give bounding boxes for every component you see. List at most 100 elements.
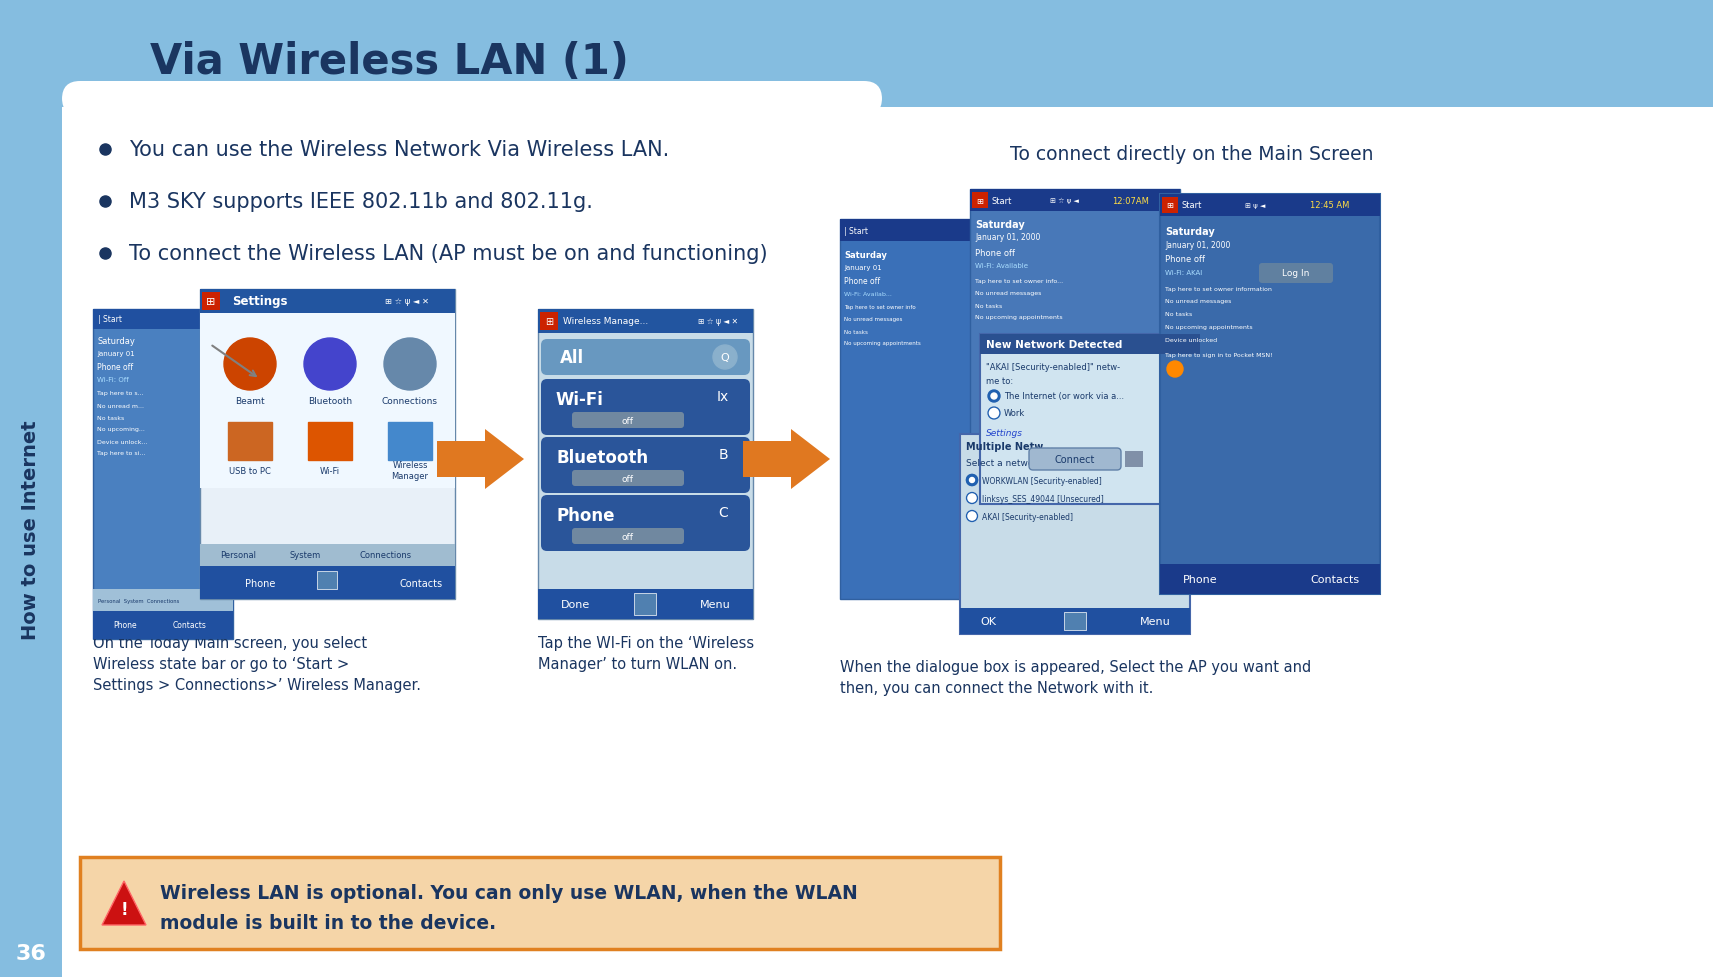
Text: C: C	[718, 505, 728, 520]
Polygon shape	[103, 881, 146, 925]
FancyBboxPatch shape	[538, 589, 754, 619]
Text: 12:07AM: 12:07AM	[1112, 196, 1149, 205]
Text: No tasks: No tasks	[975, 303, 1002, 308]
FancyBboxPatch shape	[200, 314, 456, 488]
Text: Contacts: Contacts	[173, 620, 207, 630]
Text: Personal: Personal	[219, 551, 255, 560]
FancyBboxPatch shape	[959, 435, 1191, 634]
Text: Saturday: Saturday	[845, 250, 887, 259]
Text: Start: Start	[992, 196, 1012, 205]
Text: Select a network:: Select a network:	[966, 458, 1045, 467]
Text: January 01, 2000: January 01, 2000	[975, 234, 1040, 242]
Text: Ix: Ix	[716, 390, 730, 404]
Text: Wi-Fi: AKAI: Wi-Fi: AKAI	[1165, 270, 1203, 276]
Text: Wireless
Manager: Wireless Manager	[392, 461, 428, 481]
Text: No unread messages: No unread messages	[975, 291, 1042, 296]
Text: Phone: Phone	[245, 578, 276, 588]
FancyBboxPatch shape	[1259, 264, 1333, 283]
Text: 36: 36	[15, 943, 46, 963]
Text: Wireless LAN is optional. You can only use WLAN, when the WLAN: Wireless LAN is optional. You can only u…	[159, 883, 858, 902]
Text: ⊞: ⊞	[206, 297, 216, 307]
FancyBboxPatch shape	[93, 310, 233, 639]
Text: Connect: Connect	[1055, 454, 1095, 464]
Text: off: off	[622, 531, 634, 541]
FancyBboxPatch shape	[541, 495, 750, 551]
FancyBboxPatch shape	[202, 293, 219, 311]
Text: Contacts: Contacts	[401, 578, 444, 588]
Text: Wireless Manage...: Wireless Manage...	[564, 318, 648, 326]
Text: ⊞ ☆ ψ ◄ ✕: ⊞ ☆ ψ ◄ ✕	[385, 297, 428, 306]
Text: Saturday: Saturday	[975, 220, 1024, 230]
Text: No unread messages: No unread messages	[1165, 299, 1232, 304]
Text: ⊞ ☆ ψ ◄: ⊞ ☆ ψ ◄	[1050, 197, 1079, 204]
Text: ⊞ ψ ◄: ⊞ ψ ◄	[1245, 203, 1266, 209]
FancyBboxPatch shape	[634, 593, 656, 616]
FancyBboxPatch shape	[200, 544, 456, 567]
Text: Multiple Netw...: Multiple Netw...	[966, 442, 1053, 451]
FancyBboxPatch shape	[541, 380, 750, 436]
Text: off: off	[622, 416, 634, 425]
Text: ⊞: ⊞	[545, 317, 553, 326]
FancyBboxPatch shape	[538, 310, 754, 334]
Text: 12:45 AM: 12:45 AM	[1310, 201, 1350, 210]
Text: Tap here to set owner info: Tap here to set owner info	[845, 305, 916, 310]
FancyBboxPatch shape	[572, 529, 683, 544]
Text: January 01, 2000: January 01, 2000	[1165, 240, 1230, 249]
FancyBboxPatch shape	[1160, 194, 1381, 594]
Text: Phone off: Phone off	[975, 248, 1016, 257]
FancyBboxPatch shape	[980, 335, 1201, 355]
Text: System: System	[289, 551, 322, 560]
Text: January 01: January 01	[98, 351, 135, 357]
Circle shape	[988, 391, 1000, 403]
Text: Personal  System  Connections: Personal System Connections	[98, 598, 180, 603]
Text: Bluetooth: Bluetooth	[557, 448, 648, 467]
Text: OK: OK	[980, 616, 995, 626]
FancyBboxPatch shape	[200, 290, 456, 314]
Text: "AKAI [Security-enabled]" netw-: "AKAI [Security-enabled]" netw-	[987, 362, 1120, 371]
Text: Connections: Connections	[360, 551, 413, 560]
FancyBboxPatch shape	[980, 335, 1201, 504]
Text: | Start: | Start	[98, 316, 122, 324]
Text: !: !	[120, 900, 128, 918]
Bar	[228, 423, 272, 460]
Text: USB to PC: USB to PC	[230, 466, 271, 475]
Text: No tasks: No tasks	[845, 329, 868, 334]
FancyBboxPatch shape	[541, 438, 750, 493]
Text: ⊞ ☆ ψ ◄ ✕: ⊞ ☆ ψ ◄ ✕	[697, 318, 738, 326]
FancyBboxPatch shape	[541, 340, 750, 375]
FancyBboxPatch shape	[62, 107, 1713, 977]
Text: On the Today Main screen, you select
Wireless state bar or go to ‘Start >
Settin: On the Today Main screen, you select Wir…	[93, 635, 421, 693]
Text: All: All	[560, 349, 584, 366]
Text: Tap here to s...: Tap here to s...	[98, 391, 144, 396]
Text: Phone off: Phone off	[98, 363, 134, 372]
FancyBboxPatch shape	[200, 290, 456, 599]
Bar	[308, 423, 351, 460]
FancyBboxPatch shape	[0, 929, 62, 977]
Text: Menu: Menu	[699, 599, 730, 610]
Text: Tap here to set owner info...: Tap here to set owner info...	[975, 279, 1064, 284]
Text: Tap the WI-Fi on the ‘Wireless
Manager’ to turn WLAN on.: Tap the WI-Fi on the ‘Wireless Manager’ …	[538, 635, 754, 671]
Text: B: B	[718, 447, 728, 461]
Circle shape	[224, 339, 276, 391]
Text: Phone off: Phone off	[1165, 255, 1204, 264]
Text: To connect directly on the Main Screen: To connect directly on the Main Screen	[1011, 146, 1374, 164]
Text: me to:: me to:	[987, 376, 1012, 385]
FancyBboxPatch shape	[572, 471, 683, 487]
Circle shape	[966, 511, 978, 522]
Text: Beamt: Beamt	[235, 396, 266, 405]
Text: M3 SKY supports IEEE 802.11b and 802.11g.: M3 SKY supports IEEE 802.11b and 802.11g…	[128, 191, 593, 212]
FancyBboxPatch shape	[959, 609, 1191, 634]
FancyBboxPatch shape	[200, 567, 456, 599]
Text: No tasks: No tasks	[98, 415, 125, 420]
FancyBboxPatch shape	[540, 313, 558, 330]
Text: Phone: Phone	[1182, 574, 1218, 584]
FancyBboxPatch shape	[572, 412, 683, 429]
Text: WORKWLAN [Security-enabled]: WORKWLAN [Security-enabled]	[982, 476, 1101, 485]
Text: Q: Q	[721, 353, 730, 362]
Text: | Start: | Start	[845, 227, 868, 235]
Text: Settings: Settings	[987, 428, 1023, 437]
FancyBboxPatch shape	[81, 857, 1000, 949]
Text: Wi-Fi: Availab...: Wi-Fi: Availab...	[845, 292, 892, 297]
Text: linksys_SES_49044 [Unsecured]: linksys_SES_49044 [Unsecured]	[982, 494, 1103, 503]
Bar	[389, 423, 432, 460]
